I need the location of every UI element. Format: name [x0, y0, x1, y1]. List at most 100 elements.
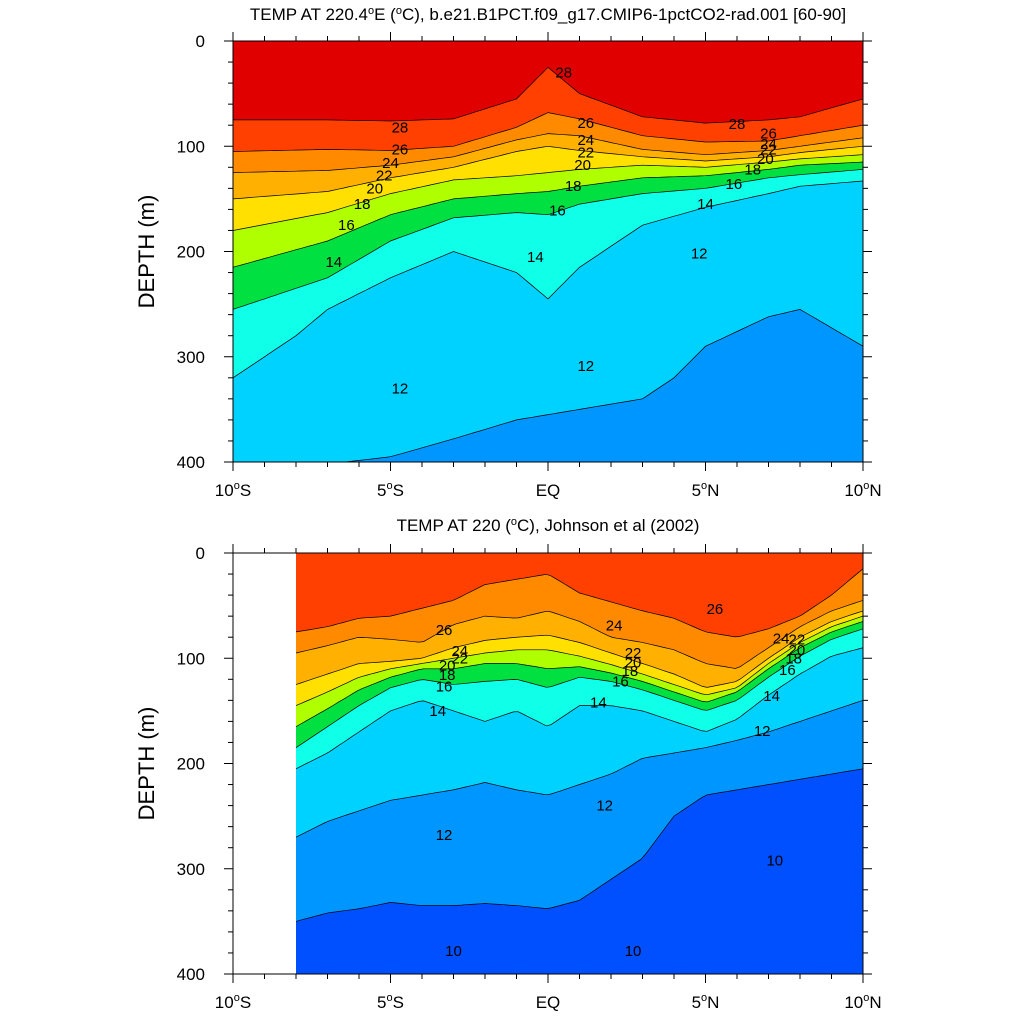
y-tick-label: 200 [177, 243, 205, 262]
contour-label-24: 24 [773, 630, 790, 647]
contour-label-12: 12 [392, 380, 409, 397]
x-tick-label: 5oS [377, 992, 404, 1012]
contour-label-12: 12 [754, 723, 771, 740]
contour-label-14: 14 [697, 196, 714, 213]
contour-label-22: 22 [625, 645, 642, 662]
contour-label-22: 22 [760, 141, 777, 158]
contour-label-10: 10 [766, 852, 783, 869]
isotherm-22 [233, 145, 863, 200]
contour-label-28: 28 [392, 119, 409, 136]
contour-label-12: 12 [436, 827, 453, 844]
isotherm-26 [233, 112, 863, 152]
contour-label-28: 28 [555, 65, 572, 82]
contour-label-14: 14 [527, 249, 544, 266]
x-tick-label: 5oS [377, 480, 404, 500]
contour-label-20: 20 [757, 151, 774, 168]
band-fill-9 [296, 768, 863, 974]
contour-label-18: 18 [439, 667, 456, 684]
y-tick-label: 0 [196, 32, 205, 51]
contour-label-24: 24 [760, 136, 777, 153]
isotherm-24 [295, 600, 863, 669]
contour-fill [233, 41, 863, 462]
y-tick-label: 100 [177, 649, 205, 668]
contour-label-14: 14 [763, 688, 780, 705]
isotherm-12 [342, 309, 863, 462]
contour-fill [295, 553, 863, 974]
x-tick-label: 5oN [692, 480, 720, 500]
isotherm-18 [295, 621, 863, 728]
contour-label-16: 16 [726, 176, 743, 193]
contour-label-18: 18 [744, 161, 761, 178]
isotherm-12 [295, 700, 863, 838]
contour-label-10: 10 [625, 943, 642, 960]
isotherm-28 [233, 66, 863, 124]
contour-label-26: 26 [436, 622, 453, 639]
y-axis-label: DEPTH (m) [134, 707, 159, 821]
x-tick-label: EQ [536, 993, 561, 1012]
contour-label-24: 24 [577, 132, 594, 149]
y-tick-label: 100 [177, 137, 205, 156]
contour-label-16: 16 [779, 662, 796, 679]
x-tick-label: 5oN [692, 992, 720, 1012]
contour-label-16: 16 [612, 673, 629, 690]
contour-label-20: 20 [574, 157, 591, 174]
contour-label-22: 22 [789, 631, 806, 648]
isotherm-24 [233, 133, 863, 173]
isotherm-18 [233, 161, 863, 268]
x-tick-label: EQ [536, 481, 561, 500]
x-tick-label: 10oS [215, 480, 251, 500]
isotherm-22 [295, 610, 863, 688]
isotherm-20 [233, 154, 863, 231]
contour-label-24: 24 [606, 618, 623, 635]
contour-label-22: 22 [577, 145, 594, 162]
y-tick-label: 300 [177, 348, 205, 367]
y-tick-label: 0 [196, 544, 205, 563]
isotherm-10 [295, 768, 863, 922]
contour-label-24: 24 [451, 643, 468, 660]
contour-label-20: 20 [366, 180, 383, 197]
contour-label-16: 16 [436, 679, 453, 696]
y-tick-label: 300 [177, 860, 205, 879]
contour-label-26: 26 [707, 601, 724, 618]
contour-label-18: 18 [785, 650, 802, 667]
contour-label-22: 22 [376, 168, 393, 185]
contour-label-16: 16 [338, 217, 355, 234]
x-tick-label: 10oN [844, 480, 881, 500]
contour-label-12: 12 [577, 358, 594, 375]
contour-label-10: 10 [445, 943, 462, 960]
chart-title: TEMP AT 220.4oE (oC), b.e21.B1PCT.f09_g1… [250, 5, 846, 24]
contour-label-24: 24 [382, 155, 399, 172]
chart-title: TEMP AT 220 (oC), Johnson et al (2002) [397, 516, 700, 535]
contour-label-14: 14 [429, 703, 446, 720]
y-tick-label: 400 [177, 453, 205, 472]
isotherm-14 [233, 180, 863, 379]
isotherm-26 [295, 568, 863, 638]
isotherm-16 [233, 169, 863, 310]
contour-label-18: 18 [622, 663, 639, 680]
contour-label-20: 20 [439, 658, 456, 675]
isotherm-16 [295, 628, 863, 748]
contour-label-18: 18 [565, 178, 582, 195]
y-axis-label: DEPTH (m) [134, 195, 159, 309]
isotherm-14 [295, 647, 863, 770]
contour-label-20: 20 [789, 642, 806, 659]
contour-label-12: 12 [691, 246, 708, 263]
contour-label-12: 12 [596, 798, 613, 815]
y-tick-label: 400 [177, 965, 205, 984]
x-tick-label: 10oS [215, 992, 251, 1012]
contour-label-14: 14 [325, 254, 342, 271]
isotherm-20 [295, 615, 863, 706]
y-tick-label: 200 [177, 755, 205, 774]
band-fill-11 [345, 309, 863, 462]
contour-label-26: 26 [577, 115, 594, 132]
x-tick-label: 10oN [844, 992, 881, 1012]
contour-label-28: 28 [729, 116, 746, 133]
contour-label-14: 14 [590, 694, 607, 711]
contour-label-26: 26 [760, 126, 777, 143]
contour-label-16: 16 [549, 202, 566, 219]
contour-label-20: 20 [625, 654, 642, 671]
contour-label-22: 22 [451, 650, 468, 667]
panel-bottom-johnson: 2626242424222222202020181818161616141414… [134, 516, 882, 1012]
